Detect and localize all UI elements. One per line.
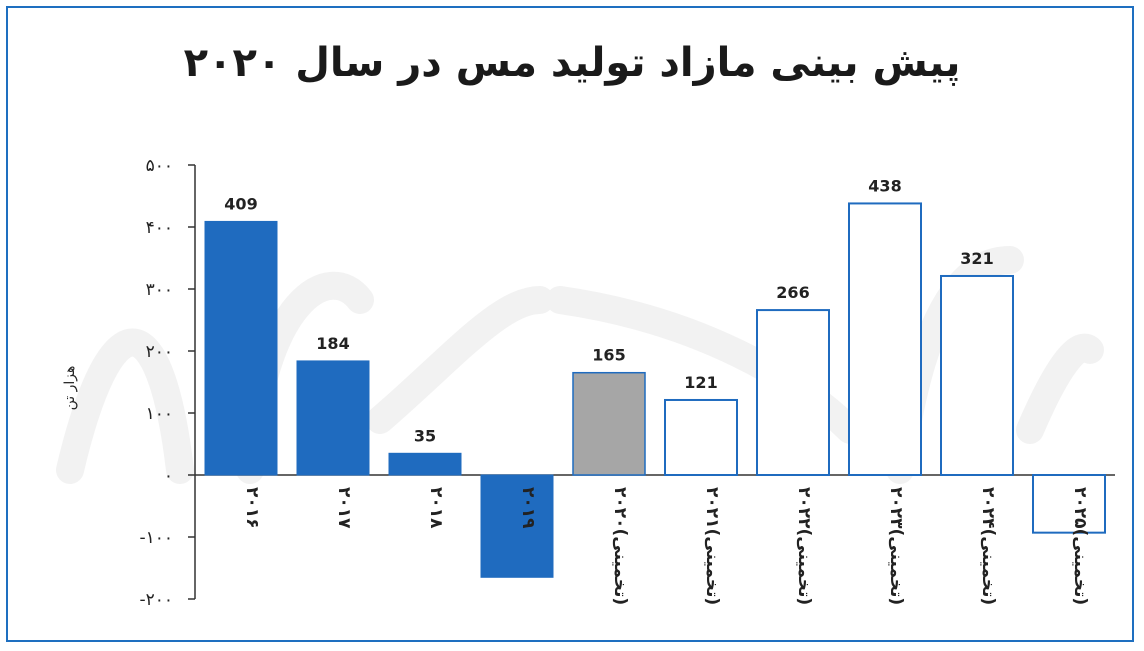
data-label: 266 <box>776 283 809 302</box>
y-tick-label: ۱۰۰ <box>146 404 173 424</box>
bar-0 <box>204 220 278 476</box>
bar-4 <box>572 371 646 476</box>
bar-8 <box>940 274 1014 477</box>
x-tick-label: ۲۰۲۳(تخمینی) <box>886 487 906 605</box>
data-label: 184 <box>316 334 349 353</box>
chart-title: پیش بینی مازاد تولید مس در سال ۲۰۲۰ <box>183 40 961 86</box>
bar-1 <box>296 360 370 476</box>
x-tick-label: ۲۰۱۷ <box>334 487 354 529</box>
x-tick-label: ۲۰۱۸ <box>426 487 446 529</box>
y-tick-label: -۱۰۰ <box>139 528 173 548</box>
data-label: 121 <box>684 373 717 392</box>
x-tick-label: ۲۰۱۹ <box>518 487 538 529</box>
data-label: 409 <box>224 194 257 213</box>
bar-5 <box>664 398 738 477</box>
data-label: 438 <box>868 176 901 195</box>
bar-6 <box>756 309 830 476</box>
y-tick-label: -۲۰۰ <box>139 590 173 610</box>
x-tick-label: ۲۰۲۵(تخمینی) <box>1070 487 1090 605</box>
bar-2 <box>388 452 462 476</box>
y-tick-label: ۲۰۰ <box>146 342 173 362</box>
data-label: 35 <box>414 426 436 445</box>
y-axis-label: هزار تن <box>62 366 78 411</box>
data-label: 321 <box>960 249 993 268</box>
y-tick-label: ۴۰۰ <box>146 218 173 238</box>
bar-3 <box>480 474 554 578</box>
x-tick-label: ۲۰۱۶ <box>242 487 262 529</box>
bar-9 <box>1032 474 1106 534</box>
y-tick-label: ۰ <box>164 466 173 486</box>
x-tick-label: ۲۰۲۰(تخمینی) <box>610 487 630 605</box>
x-tick-label: ۲۰۲۱(تخمینی) <box>702 487 722 605</box>
y-tick-label: ۳۰۰ <box>146 280 173 300</box>
y-tick-label: ۵۰۰ <box>146 156 173 176</box>
x-tick-label: ۲۰۲۴(تخمینی) <box>978 487 998 605</box>
data-label: 165 <box>592 346 625 365</box>
bar-7 <box>848 202 922 476</box>
x-tick-label: ۲۰۲۲(تخمینی) <box>794 487 814 605</box>
